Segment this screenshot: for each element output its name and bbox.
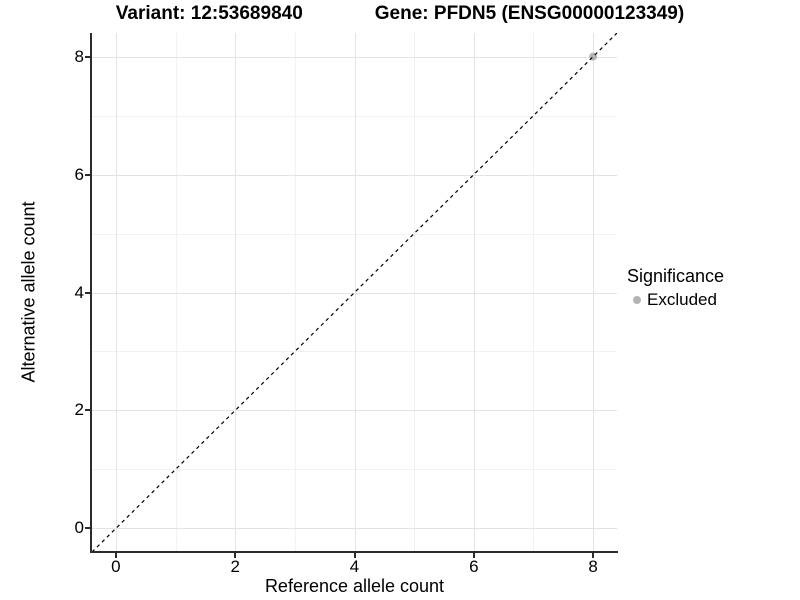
y-tick-mark	[85, 55, 90, 58]
x-axis-title: Reference allele count	[264, 576, 445, 596]
x-tick-label: 8	[588, 557, 598, 576]
legend-item-excluded: Excluded	[627, 290, 724, 310]
x-tick-mark	[353, 553, 356, 558]
plot-title: Variant: 12:53689840 Gene: PFDN5 (ENSG00…	[0, 3, 800, 25]
legend: Significance Excluded	[627, 266, 724, 310]
x-axis-line	[90, 551, 618, 553]
x-tick-mark	[114, 553, 117, 558]
gridline-y-major	[92, 56, 617, 58]
x-tick-label: 0	[111, 557, 121, 576]
y-tick-label: 2	[74, 400, 84, 420]
title-gene: Gene: PFDN5 (ENSG00000123349)	[374, 3, 685, 24]
gridline-y-major	[92, 410, 617, 412]
identity-reference-line	[92, 33, 617, 552]
gridline-y-major	[92, 528, 617, 530]
legend-point-icon	[633, 296, 641, 304]
y-tick-mark	[85, 527, 90, 530]
gridline-y-major	[92, 174, 617, 176]
x-tick-mark	[234, 553, 237, 558]
y-tick-label: 8	[74, 46, 84, 66]
x-tick-mark	[592, 553, 595, 558]
x-tick-label: 6	[469, 557, 479, 576]
x-tick-mark	[472, 553, 475, 558]
y-axis-title: Alternative allele count	[18, 201, 39, 383]
x-tick-label: 4	[349, 557, 360, 576]
plot-canvas	[92, 33, 617, 552]
y-tick-label: 0	[74, 518, 84, 538]
y-tick-label: 4	[74, 282, 84, 302]
y-tick-label: 6	[74, 164, 84, 184]
y-tick-mark	[85, 409, 90, 412]
y-tick-mark	[85, 291, 90, 294]
y-axis-line	[90, 33, 92, 553]
legend-item-label: Excluded	[647, 290, 717, 309]
title-variant: Variant: 12:53689840	[115, 3, 303, 24]
legend-title: Significance	[627, 266, 725, 286]
gridline-y-major	[92, 292, 617, 294]
y-tick-mark	[85, 173, 90, 176]
x-tick-label: 2	[230, 557, 240, 576]
plot-panel	[92, 33, 617, 552]
